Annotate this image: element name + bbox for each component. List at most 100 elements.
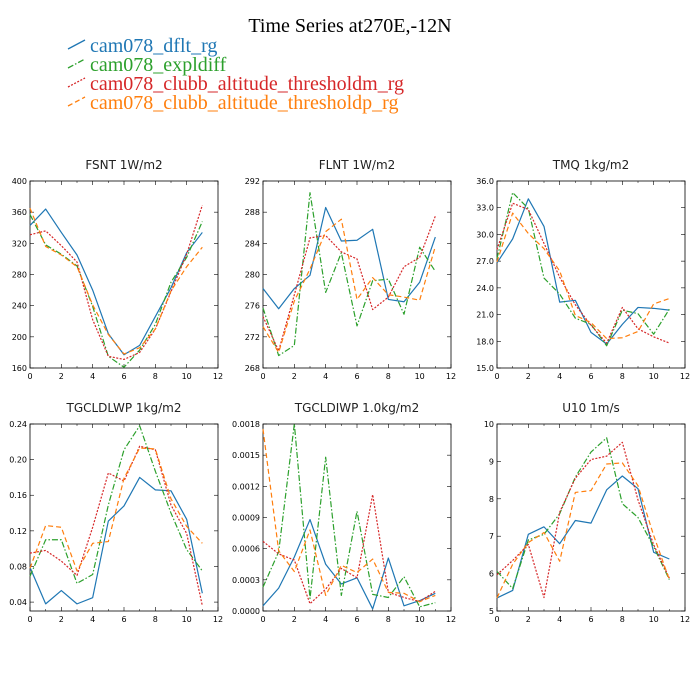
x-tick-label: 8 <box>386 615 391 624</box>
y-tick-label: 10 <box>484 420 494 429</box>
panel-title: TMQ 1kg/m2 <box>552 158 630 172</box>
series-line-cam078_clubb_altitude_thresholdp_rg <box>29 208 203 355</box>
y-tick-label: 0.16 <box>9 491 27 500</box>
legend-swatch-cam078_dflt_rg <box>67 39 86 50</box>
x-tick-label: 12 <box>680 372 690 381</box>
x-tick-label: 12 <box>446 372 456 381</box>
series-line-cam078_dflt_rg <box>29 476 203 605</box>
y-tick-label: 0.0012 <box>232 482 260 491</box>
y-tick-label: 0.12 <box>9 527 27 536</box>
y-tick-label: 0.0015 <box>232 451 260 460</box>
x-tick-label: 0 <box>494 615 499 624</box>
x-tick-label: 4 <box>323 372 328 381</box>
y-tick-label: 0.04 <box>9 598 27 607</box>
x-tick-label: 8 <box>620 372 625 381</box>
y-tick-label: 21.0 <box>476 311 494 320</box>
x-tick-label: 6 <box>354 372 359 381</box>
y-tick-label: 18.0 <box>476 337 494 346</box>
series-line-cam078_expldiff <box>262 192 436 357</box>
x-tick-label: 12 <box>213 372 223 381</box>
x-tick-label: 2 <box>292 372 297 381</box>
y-tick-label: 8 <box>489 495 494 504</box>
panel-5: U10 1m/s 0 2 4 6 8 10 12 5 6 7 8 9 10 <box>484 401 690 624</box>
y-tick-label: 7 <box>489 532 494 541</box>
series-line-cam078_clubb_altitude_thresholdp_rg <box>262 429 436 603</box>
y-tick-label: 0.0009 <box>232 514 260 523</box>
x-tick-label: 0 <box>260 615 265 624</box>
x-tick-label: 4 <box>557 372 562 381</box>
x-tick-label: 2 <box>526 615 531 624</box>
y-tick-label: 0.0000 <box>232 607 260 616</box>
x-tick-label: 2 <box>59 372 64 381</box>
series-line-cam078_dflt_rg <box>496 475 670 599</box>
x-tick-label: 8 <box>620 615 625 624</box>
y-tick-label: 280 <box>12 271 27 280</box>
series-line-cam078_dflt_rg <box>29 208 203 356</box>
x-tick-label: 0 <box>260 372 265 381</box>
panel-frame <box>29 180 219 369</box>
x-tick-label: 10 <box>649 372 659 381</box>
series-line-cam078_dflt_rg <box>262 518 436 610</box>
legend-label-cam078_expldiff: cam078_expldiff <box>90 54 227 76</box>
y-tick-label: 9 <box>489 457 494 466</box>
x-tick-label: 10 <box>415 615 425 624</box>
series-line-cam078_dflt_rg <box>262 206 436 310</box>
y-tick-label: 0.0018 <box>232 420 260 429</box>
y-tick-label: 0.0003 <box>232 576 260 585</box>
legend-swatch-cam078_clubb_altitude_thresholdp_rg <box>67 96 86 107</box>
y-tick-label: 15.0 <box>476 364 494 373</box>
panel-2: TMQ 1kg/m2 0 2 4 6 8 10 12 15.0 18.0 21.0 24.0 27.0 3… <box>476 158 690 381</box>
series-line-cam078_expldiff <box>29 214 203 368</box>
x-tick-label: 2 <box>292 615 297 624</box>
y-tick-label: 272 <box>245 333 260 342</box>
y-tick-label: 280 <box>245 271 260 280</box>
y-tick-label: 0.24 <box>9 420 27 429</box>
x-tick-label: 4 <box>90 372 95 381</box>
series-line-cam078_clubb_altitude_thresholdp_rg <box>496 462 670 599</box>
y-tick-label: 5 <box>489 607 494 616</box>
panel-1: FLNT 1W/m2 0 2 4 6 8 10 12 268 272 276 280 284 288 292 <box>245 158 456 381</box>
y-tick-label: 36.0 <box>476 177 494 186</box>
series-line-cam078_clubb_altitude_thresholdp_rg <box>262 218 436 354</box>
x-tick-label: 0 <box>494 372 499 381</box>
x-tick-label: 10 <box>415 372 425 381</box>
legend-label-cam078_clubb_altitude_thresholdm_rg: cam078_clubb_altitude_thresholdm_rg <box>90 73 404 95</box>
legend-swatch-cam078_clubb_altitude_thresholdm_rg <box>67 77 86 88</box>
panel-frame <box>29 423 219 612</box>
y-tick-label: 30.0 <box>476 230 494 239</box>
y-tick-label: 0.20 <box>9 456 27 465</box>
panel-title: TGCLDLWP 1kg/m2 <box>65 401 181 415</box>
x-tick-label: 0 <box>27 372 32 381</box>
panel-4: TGCLDIWP 1.0kg/m2 0 2 4 6 8 10 12 0.0000 0.0003 0.… <box>232 401 456 624</box>
y-tick-label: 0.0006 <box>232 545 260 554</box>
y-tick-label: 320 <box>12 239 27 248</box>
series-line-cam078_expldiff <box>262 423 436 608</box>
y-tick-label: 240 <box>12 302 27 311</box>
panel-3: TGCLDLWP 1kg/m2 0 2 4 6 8 10 12 0.04 0.08 0.12 0.16… <box>9 401 223 624</box>
series-line-cam078_clubb_altitude_thresholdm_rg <box>496 441 670 599</box>
panels: FSNT 1W/m20 2 4 6 8 10 12160200240280320360400… <box>9 158 690 624</box>
x-tick-label: 8 <box>153 372 158 381</box>
y-tick-label: 6 <box>489 570 494 579</box>
y-tick-label: 288 <box>245 208 260 217</box>
y-tick-label: 27.0 <box>476 257 494 266</box>
y-tick-label: 268 <box>245 364 260 373</box>
x-tick-label: 6 <box>588 615 593 624</box>
series-line-cam078_clubb_altitude_thresholdp_rg <box>496 212 670 340</box>
x-tick-label: 2 <box>526 372 531 381</box>
series-line-cam078_expldiff <box>496 191 670 347</box>
y-tick-label: 400 <box>12 177 27 186</box>
panel-frame <box>496 180 686 369</box>
x-tick-label: 10 <box>182 615 192 624</box>
legend-label-cam078_clubb_altitude_thresholdp_rg: cam078_clubb_altitude_thresholdp_rg <box>90 92 398 114</box>
legend: cam078_dflt_rgcam078_expldiffcam078_club… <box>67 35 404 114</box>
x-tick-label: 12 <box>446 615 456 624</box>
y-tick-label: 0.08 <box>9 562 27 571</box>
x-tick-label: 12 <box>680 615 690 624</box>
y-tick-label: 200 <box>12 333 27 342</box>
y-tick-label: 284 <box>245 239 260 248</box>
legend-label-cam078_dflt_rg: cam078_dflt_rg <box>90 35 217 57</box>
series-line-cam078_clubb_altitude_thresholdm_rg <box>29 445 203 606</box>
y-tick-label: 360 <box>12 208 27 217</box>
